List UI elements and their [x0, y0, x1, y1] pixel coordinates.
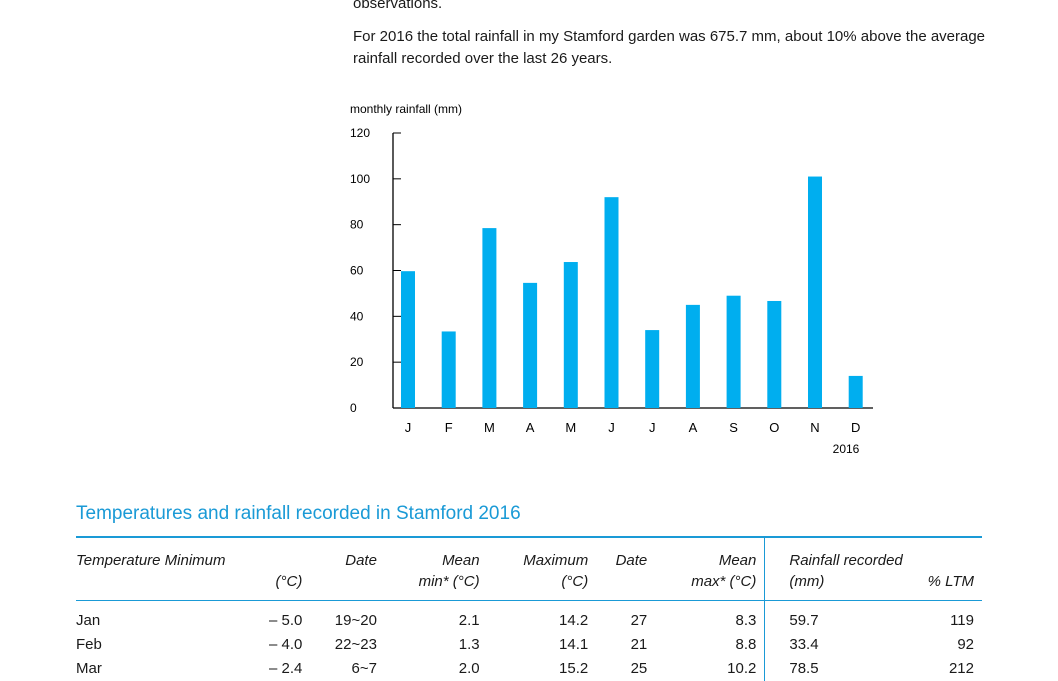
y-tick-label: 40: [350, 309, 364, 323]
bar: [808, 176, 822, 408]
table-row: Feb – 4.0 22~23 1.3 14.1 21 8.8 33.4 92: [76, 633, 982, 657]
x-tick-label: D: [851, 420, 860, 435]
col-header-maximum: Maximum: [523, 552, 589, 569]
table-cell: Mar: [76, 660, 102, 677]
table-cell: 2.0: [458, 660, 480, 677]
bar: [767, 300, 782, 408]
table-cell: 1.3: [458, 636, 480, 653]
col-header-rainfall: Rainfall recorded: [764, 537, 982, 571]
col-header-date: Date: [345, 552, 377, 569]
x-tick-label: A: [526, 420, 535, 435]
y-tick-label: 120: [350, 126, 370, 140]
x-tick-label: O: [769, 420, 779, 435]
x-tick-label: A: [689, 420, 698, 435]
bar: [563, 262, 578, 408]
table-cell: – 5.0: [268, 612, 303, 629]
table-cell: 6~7: [351, 660, 377, 677]
table-cell: 59.7: [764, 600, 886, 633]
rainfall-bar-chart: monthly rainfall (mm) 0 20 40 60 80 100 120 J F M A…: [350, 102, 873, 456]
unit-max: (°C): [487, 571, 597, 601]
table-cell: 22~23: [334, 636, 377, 653]
y-tick-label: 60: [350, 264, 364, 278]
table-cell: – 4.0: [268, 636, 303, 653]
table-cell: 27: [630, 612, 648, 629]
table-cell: – 2.4: [268, 660, 303, 677]
table-cell: Feb: [76, 636, 102, 653]
y-tick-label: 20: [350, 355, 364, 369]
x-tick-label: J: [608, 420, 615, 435]
paragraph-tail: observations.: [353, 0, 443, 12]
y-tick-label: 80: [350, 218, 364, 232]
table-cell: 212: [948, 660, 974, 677]
y-tick-label: 100: [350, 172, 370, 186]
table-cell: 119: [950, 612, 974, 629]
table-cell: 33.4: [764, 633, 886, 657]
x-tick-label: M: [565, 420, 576, 435]
x-tick-label: S: [729, 420, 738, 435]
col-header-minimum: Temperature Minimum: [76, 552, 226, 569]
table-cell: 92: [957, 636, 974, 653]
bar: [726, 295, 741, 408]
table-cell: 25: [630, 660, 648, 677]
table-cell: 10.2: [727, 660, 757, 677]
bar: [523, 282, 538, 408]
unit-ltm: % LTM: [885, 571, 982, 601]
x-tick-label: N: [810, 420, 819, 435]
table-title: Temperatures and rainfall recorded in St…: [76, 503, 521, 524]
table-cell: 21: [630, 636, 648, 653]
table-cell: 15.2: [559, 660, 589, 677]
table-cell: 2.1: [458, 612, 480, 629]
unit-mm: (mm): [764, 571, 886, 601]
unit-min: (°C): [181, 571, 311, 601]
table-cell: 14.1: [559, 636, 589, 653]
temperature-rainfall-table: Temperature Minimum Date Mean Maximum Da…: [76, 536, 982, 681]
col-header-date-max: Date: [615, 552, 648, 569]
y-tick-label: 0: [350, 401, 357, 415]
table-cell: 19~20: [334, 612, 377, 629]
bar: [645, 330, 660, 408]
col-header-mean-min: Mean: [442, 552, 480, 569]
bar: [482, 228, 497, 408]
x-tick-label: M: [484, 420, 495, 435]
bar: [401, 271, 415, 408]
col-header-mean-max: Mean: [718, 552, 757, 569]
x-tick-label: J: [405, 420, 412, 435]
table-cell: 14.2: [559, 612, 589, 629]
bar: [441, 331, 456, 408]
paragraph-rainfall-summary: For 2016 the total rainfall in my Stamfo…: [353, 28, 986, 67]
bar: [685, 304, 700, 408]
bar: [848, 375, 863, 408]
unit-mean-max: max* (°C): [655, 571, 765, 601]
bar: [604, 197, 619, 408]
table-cell: 78.5: [764, 657, 886, 681]
table-cell: 8.8: [735, 636, 757, 653]
x-tick-label: F: [445, 420, 453, 435]
x-axis-label: 2016: [833, 442, 860, 456]
table-cell: Jan: [76, 612, 101, 629]
table-row: Jan – 5.0 19~20 2.1 14.2 27 8.3 59.7 119: [76, 600, 982, 633]
x-tick-label: J: [649, 420, 656, 435]
unit-mean-min: min* (°C): [384, 571, 488, 601]
table-row: Mar – 2.4 6~7 2.0 15.2 25 10.2 78.5 212: [76, 657, 982, 681]
y-axis-label: monthly rainfall (mm): [350, 102, 462, 116]
table-cell: 8.3: [735, 612, 757, 629]
